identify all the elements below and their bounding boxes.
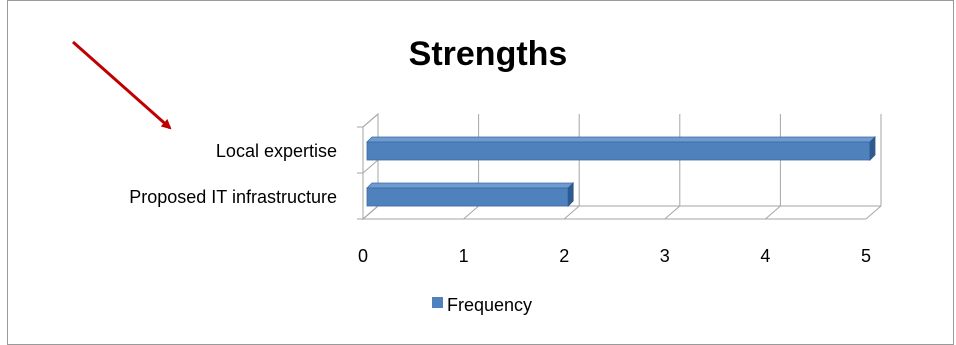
bar-front-face	[366, 187, 569, 207]
x-tick-labels: 0 1 2 3 4 5	[358, 246, 871, 266]
category-label: Local expertise	[216, 141, 337, 161]
category-labels: Local expertise Proposed IT infrastructur…	[129, 141, 337, 207]
floor-gridline	[463, 205, 479, 220]
legend-label-frequency: Frequency	[447, 295, 532, 315]
bar-front-face	[366, 141, 871, 161]
legend: Frequency	[432, 295, 532, 315]
x-tick-label: 2	[559, 246, 569, 266]
chart-frame	[7, 0, 954, 345]
x-tick-label: 3	[660, 246, 670, 266]
bar	[366, 182, 575, 207]
bars	[366, 136, 876, 207]
wall-separator	[362, 113, 379, 128]
floor-gridline	[664, 205, 681, 220]
x-tick-label: 5	[861, 246, 871, 266]
floor-gridline	[563, 205, 580, 220]
floor-gridline	[765, 205, 781, 220]
bar	[366, 136, 876, 161]
bar-end-face	[869, 136, 876, 161]
x-tick-label: 1	[459, 246, 469, 266]
bar-end-face	[567, 182, 574, 207]
x-tick-label: 0	[358, 246, 368, 266]
chart: Strengths Local expertise Proposed IT inf…	[72, 35, 882, 315]
annotation-arrow	[72, 40, 172, 130]
chart-title: Strengths	[409, 35, 568, 73]
bar-top-face	[366, 136, 876, 143]
legend-swatch-frequency	[432, 297, 443, 308]
floor-gridline	[362, 205, 379, 220]
wall-separator	[362, 159, 379, 174]
x-tick-label: 4	[760, 246, 770, 266]
floor-gridline	[865, 205, 882, 220]
category-label: Proposed IT infrastructure	[129, 187, 337, 207]
bar-top-face	[366, 182, 575, 189]
